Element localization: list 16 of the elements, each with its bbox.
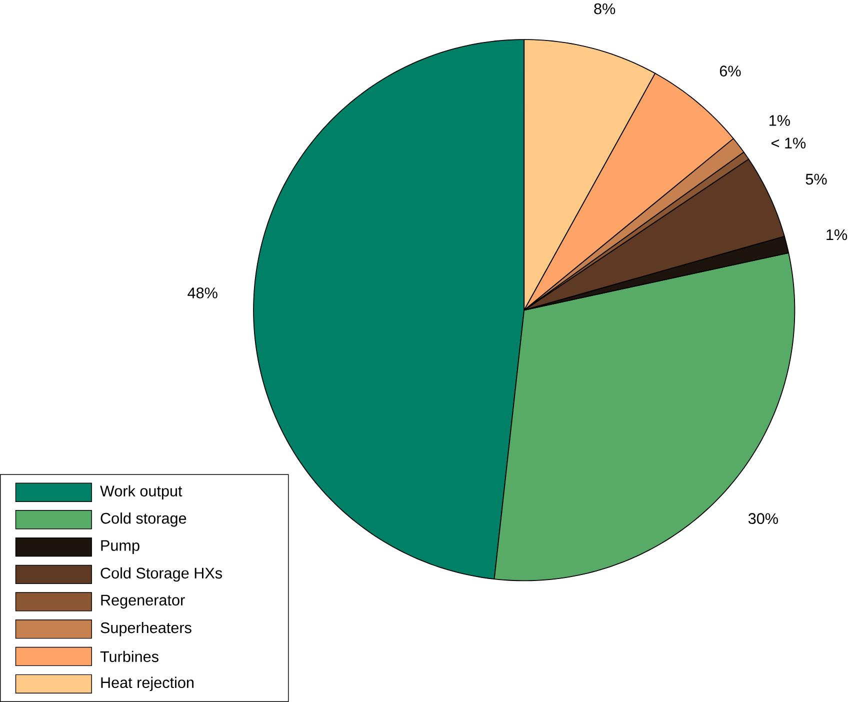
data-label: 8% — [594, 3, 616, 14]
data-label: < 1% — [772, 138, 806, 148]
data-label: 5% — [806, 174, 827, 185]
legend-label: Turbines — [100, 650, 158, 662]
legend-label: Cold Storage HXs — [100, 567, 222, 582]
data-label: 1% — [826, 229, 848, 240]
legend-label: Heat rejection — [101, 676, 194, 692]
legend-label: Superheaters — [100, 622, 192, 636]
data-label: 30% — [748, 513, 778, 524]
legend-label: Regenerator — [101, 594, 185, 609]
legend-label: Pump — [101, 540, 140, 554]
legend-label: Cold storage — [100, 512, 186, 527]
data-label: 6% — [720, 66, 741, 76]
data-label: 48% — [188, 288, 218, 298]
legend-label: Work output — [100, 485, 182, 500]
data-label: 1% — [770, 115, 790, 126]
